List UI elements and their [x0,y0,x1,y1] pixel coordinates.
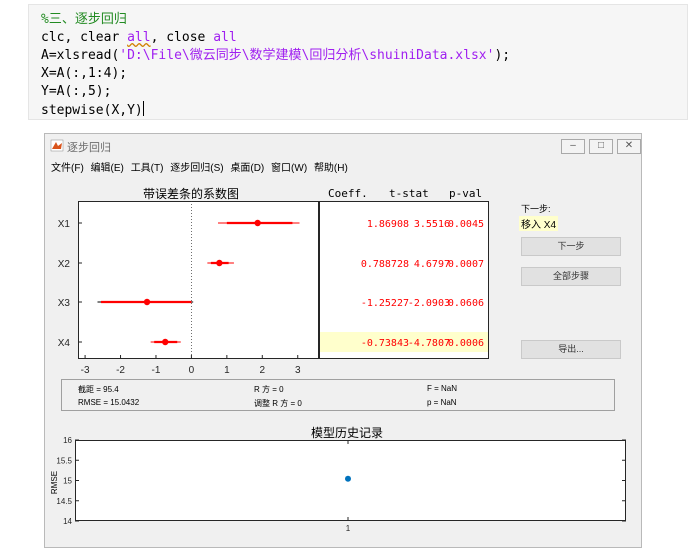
coef-ytick-label: X3 [58,298,71,309]
coef-xtick-label: 3 [295,365,301,376]
coef-ytick-label: X4 [58,338,71,349]
window-title: 逐步回归 [67,142,111,154]
history-plot-axes: 16 15.5 15 14.5 14 1 [56,436,626,533]
coef-plot-title: 带误差条的系数图 [143,187,240,201]
history-ytick-label: 14 [63,517,72,526]
coef-plot-axes: -3 -2 -1 0 1 2 3 X1 1.86908 3.5516 0.0045 X2 0.78872… [58,201,489,376]
history-plot-svg: 16 15.5 15 14.5 14 1 [56,436,626,533]
table-cell: 0.0045 [448,219,484,230]
table-cell: 0.0606 [448,298,484,309]
coef-plot-frame [78,201,319,359]
stepwise-window: 逐步回归 – □ ✕ 文件(F) 编辑(E) 工具(T) 逐步回归(S) 桌面(… [44,133,642,548]
maximize-button[interactable]: □ [589,139,613,154]
export-button[interactable]: 导出... [521,340,621,359]
coef-point-X4 [162,338,169,346]
menu-stepwise[interactable]: 逐步回归(S) [170,163,224,174]
p-stat: p = NaN [427,398,457,407]
menu-tools[interactable]: 工具(T) [130,163,164,174]
window-titlebar[interactable]: 逐步回归 – □ ✕ [45,134,641,158]
coef-point-X1 [254,219,261,227]
next-step-button[interactable]: 下一步 [521,237,621,256]
coef-ytick-label: X1 [58,219,71,230]
code-editor[interactable]: %三、逐步回归 clc, clear all, close all A=xlsr… [28,4,688,120]
table-cell: -2.0903 [408,298,450,309]
col-header-coeff: Coeff. [328,187,368,200]
f-stat: F = NaN [427,384,458,393]
table-cell: 0.0007 [448,259,484,270]
table-cell: 4.6797 [414,259,450,270]
history-ylabel: RMSE [50,470,60,495]
history-point [345,475,351,482]
coef-ytick-label: X2 [58,259,71,270]
code-comment: %三、逐步回归 [41,12,127,27]
code-line-5: Y=A(:,5); [41,84,112,99]
matlab-logo-icon [50,139,64,152]
table-cell: 0.0006 [448,338,484,349]
coef-point-X3 [143,298,151,306]
coef-xtick-label: 0 [189,365,195,376]
coef-point-X2 [216,259,223,267]
menu-desktop[interactable]: 桌面(D) [230,163,265,174]
coef-xtick-label: -3 [81,365,90,376]
col-header-pval: p-val [449,187,483,200]
coef-xtick-label: -2 [116,365,125,376]
table-cell: -4.7807 [408,338,450,349]
table-cell: -1.25227 [361,298,409,309]
text-cursor [142,101,144,116]
table-cell: 1.86908 [367,219,409,230]
code-line-4: X=A(:,1:4); [41,66,128,81]
close-button[interactable]: ✕ [617,139,641,154]
history-plot-title: 模型历史记录 [311,426,384,440]
intercept-stat: 截距 = 95.4 [78,385,119,394]
coef-xtick-label: 2 [260,365,266,376]
table-cell: 3.5516 [414,219,450,230]
rmse-stat: RMSE = 15.0432 [78,398,140,407]
col-header-tstat: t-stat [389,187,429,200]
code-line-3: A=xlsread('D:\File\微云同步\数学建模\回归分析\shuini… [41,48,511,63]
all-steps-button[interactable]: 全部步骤 [521,267,621,286]
adj-r2-stat: 调整 R 方 = 0 [254,399,302,408]
highlight-row-band [319,332,489,352]
next-step-value: 移入 X4 [519,216,559,231]
history-ytick-label: 15.5 [56,456,72,465]
menu-bar: 文件(F) 编辑(E) 工具(T) 逐步回归(S) 桌面(D) 窗口(W) 帮助… [51,159,352,175]
model-stats-box: 截距 = 95.4 RMSE = 15.0432 R 方 = 0 调整 R 方 … [61,379,615,411]
menu-edit[interactable]: 编辑(E) [90,163,124,174]
menu-file[interactable]: 文件(F) [51,163,84,174]
history-ytick-label: 15 [63,477,72,486]
coef-xtick-label: 1 [224,365,230,376]
history-ytick-label: 16 [63,436,72,445]
code-line-2: clc, clear all, close all [41,30,237,45]
table-cell: 0.788728 [361,259,409,270]
code-line-6: stepwise(X,Y) [41,101,144,118]
history-ytick-label: 14.5 [56,497,72,506]
history-xtick-label: 1 [346,524,351,533]
coef-table-frame [319,201,489,359]
menu-help[interactable]: 帮助(H) [313,163,348,174]
minimize-button[interactable]: – [561,139,585,154]
coef-xtick-label: -1 [152,365,161,376]
table-cell: -0.73843 [361,338,409,349]
menu-window[interactable]: 窗口(W) [271,163,308,174]
next-step-label: 下一步: [521,204,551,214]
r2-stat: R 方 = 0 [254,385,284,394]
history-frame [75,440,626,521]
